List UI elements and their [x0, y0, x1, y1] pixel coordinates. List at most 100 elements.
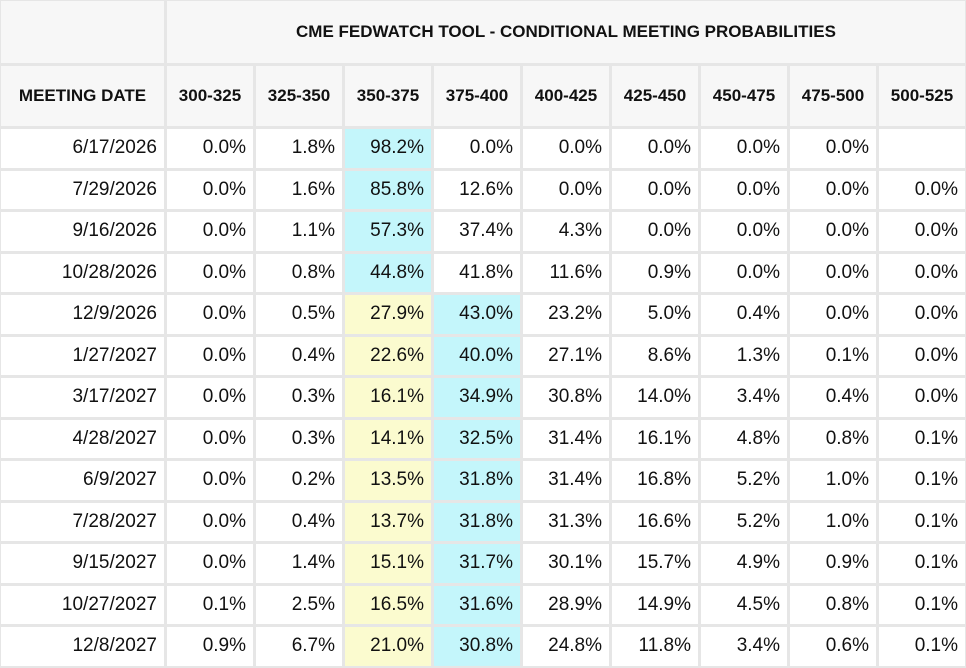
- probability-cell: 0.2%: [256, 461, 342, 500]
- meeting-date: 10/28/2026: [1, 253, 164, 292]
- probability-cell: 0.3%: [256, 378, 342, 417]
- probability-cell: 0.1%: [879, 502, 965, 541]
- probability-cell: 0.4%: [701, 295, 787, 334]
- rate-header: 400-425: [523, 66, 609, 126]
- rate-header: 475-500: [790, 66, 876, 126]
- probability-cell: 0.1%: [790, 336, 876, 375]
- rate-header: 350-375: [345, 66, 431, 126]
- probability-cell: 31.8%: [434, 502, 520, 541]
- probability-cell: 6.7%: [256, 627, 342, 666]
- probability-cell: 0.6%: [790, 627, 876, 666]
- probability-cell: 2.5%: [256, 585, 342, 624]
- probability-cell: 5.2%: [701, 502, 787, 541]
- probability-cell: 0.0%: [612, 170, 698, 209]
- rate-header: 375-400: [434, 66, 520, 126]
- probability-cell: 41.8%: [434, 253, 520, 292]
- probability-cell: 31.3%: [523, 502, 609, 541]
- probability-cell: 31.4%: [523, 419, 609, 458]
- probability-cell: 44.8%: [345, 253, 431, 292]
- probability-cell: 0.0%: [790, 129, 876, 168]
- probability-cell: 15.7%: [612, 544, 698, 583]
- probability-cell: 31.8%: [434, 461, 520, 500]
- probability-cell: 0.0%: [790, 212, 876, 251]
- probability-cell: 0.0%: [879, 212, 965, 251]
- rate-header: 450-475: [701, 66, 787, 126]
- probability-cell: 98.2%: [345, 129, 431, 168]
- probability-cell: 1.3%: [701, 336, 787, 375]
- table-title: CME FEDWATCH TOOL - CONDITIONAL MEETING …: [167, 1, 965, 63]
- probability-cell: 1.0%: [790, 502, 876, 541]
- probability-cell: 0.0%: [167, 212, 253, 251]
- probability-cell: 0.0%: [701, 129, 787, 168]
- probability-cell: 0.0%: [167, 461, 253, 500]
- probability-cell: 15.1%: [345, 544, 431, 583]
- date-header: MEETING DATE: [1, 66, 164, 126]
- probability-cell: 0.0%: [879, 378, 965, 417]
- probability-cell: 13.5%: [345, 461, 431, 500]
- probability-cell: 24.8%: [523, 627, 609, 666]
- probability-cell: 0.8%: [790, 585, 876, 624]
- probability-cell: 0.0%: [879, 253, 965, 292]
- probability-cell: 0.4%: [790, 378, 876, 417]
- probability-cell: 0.0%: [167, 129, 253, 168]
- probability-cell: 16.8%: [612, 461, 698, 500]
- probability-cell: 0.3%: [256, 419, 342, 458]
- rate-header: 500-525: [879, 66, 965, 126]
- probability-cell: 11.8%: [612, 627, 698, 666]
- probability-cell: 30.8%: [434, 627, 520, 666]
- probability-cell: 4.8%: [701, 419, 787, 458]
- probability-cell: 0.0%: [167, 419, 253, 458]
- probability-cell: 0.1%: [167, 585, 253, 624]
- probability-cell: 16.6%: [612, 502, 698, 541]
- probability-cell: 0.8%: [256, 253, 342, 292]
- probability-cell: 5.2%: [701, 461, 787, 500]
- probability-cell: 0.9%: [612, 253, 698, 292]
- probability-cell: 14.9%: [612, 585, 698, 624]
- meeting-date: 7/28/2027: [1, 502, 164, 541]
- probability-cell: 4.5%: [701, 585, 787, 624]
- probability-cell: 32.5%: [434, 419, 520, 458]
- corner-cell: [1, 1, 164, 63]
- probability-cell: 12.6%: [434, 170, 520, 209]
- probability-cell: 31.6%: [434, 585, 520, 624]
- rate-header: 325-350: [256, 66, 342, 126]
- probability-cell: 31.4%: [523, 461, 609, 500]
- rate-header: 300-325: [167, 66, 253, 126]
- probability-cell: 37.4%: [434, 212, 520, 251]
- probability-cell: 0.0%: [879, 336, 965, 375]
- probability-cell: 21.0%: [345, 627, 431, 666]
- probability-cell: 14.1%: [345, 419, 431, 458]
- probability-cell: 3.4%: [701, 378, 787, 417]
- probability-cell: 43.0%: [434, 295, 520, 334]
- probability-cell: 0.0%: [167, 170, 253, 209]
- probability-cell: 0.0%: [701, 170, 787, 209]
- probability-cell: 0.0%: [790, 253, 876, 292]
- probability-cell: 57.3%: [345, 212, 431, 251]
- probability-cell: 1.0%: [790, 461, 876, 500]
- probability-cell: 1.6%: [256, 170, 342, 209]
- meeting-date: 12/9/2026: [1, 295, 164, 334]
- probability-cell: 16.5%: [345, 585, 431, 624]
- meeting-date: 9/16/2026: [1, 212, 164, 251]
- probability-cell: 11.6%: [523, 253, 609, 292]
- probability-cell: 8.6%: [612, 336, 698, 375]
- probability-cell: 0.0%: [701, 212, 787, 251]
- probability-cell: 16.1%: [345, 378, 431, 417]
- probability-cell: 0.0%: [523, 170, 609, 209]
- probability-cell: 22.6%: [345, 336, 431, 375]
- probability-cell: 27.1%: [523, 336, 609, 375]
- probability-cell: 0.0%: [612, 129, 698, 168]
- probability-cell: 16.1%: [612, 419, 698, 458]
- probability-cell: 0.1%: [879, 419, 965, 458]
- meeting-date: 10/27/2027: [1, 585, 164, 624]
- probability-cell: 0.0%: [434, 129, 520, 168]
- probability-cell: 0.0%: [790, 170, 876, 209]
- probability-cell: 0.0%: [701, 253, 787, 292]
- meeting-date: 1/27/2027: [1, 336, 164, 375]
- probability-cell: 40.0%: [434, 336, 520, 375]
- probability-cell: 0.5%: [256, 295, 342, 334]
- probability-cell: 0.0%: [523, 129, 609, 168]
- rate-header: 425-450: [612, 66, 698, 126]
- meeting-date: 4/28/2027: [1, 419, 164, 458]
